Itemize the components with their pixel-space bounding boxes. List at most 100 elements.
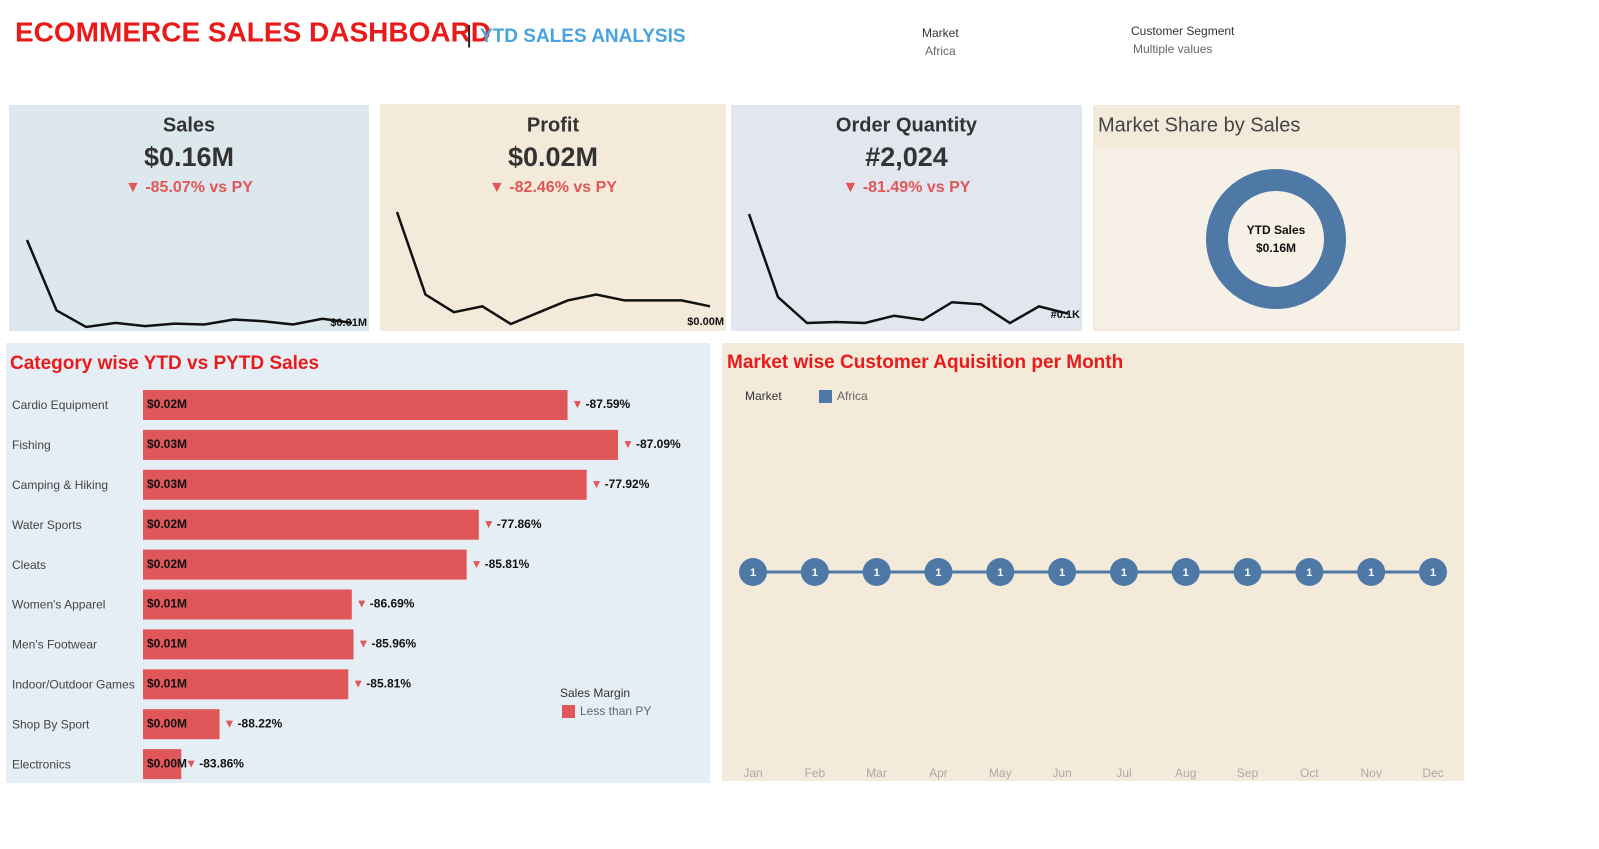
kpi-value: $0.16M bbox=[144, 142, 234, 172]
subtitle: YTD SALES ANALYSIS bbox=[480, 26, 686, 47]
point bbox=[862, 558, 891, 586]
point bbox=[1048, 558, 1077, 586]
x-tick-label: May bbox=[989, 766, 1012, 780]
title: ECOMMERCE SALES DASHBOARD bbox=[15, 16, 491, 47]
bar bbox=[143, 509, 479, 540]
orders-card bbox=[731, 105, 1082, 331]
x-tick-label: Jul bbox=[1116, 766, 1131, 780]
filter-value[interactable]: Africa bbox=[925, 44, 956, 58]
legend-swatch bbox=[562, 705, 575, 718]
bar-value-label: $0.02M bbox=[147, 557, 187, 571]
point bbox=[1419, 558, 1447, 586]
bar bbox=[143, 429, 618, 460]
sparkline-end-label: $0.01M bbox=[330, 317, 367, 329]
category-label: Indoor/Outdoor Games bbox=[12, 677, 135, 691]
sparkline bbox=[25, 239, 353, 329]
bar-value-label: $0.01M bbox=[147, 637, 187, 651]
legend-swatch bbox=[819, 390, 832, 403]
x-tick-label: Aug bbox=[1175, 766, 1196, 780]
legend-title: Market bbox=[745, 389, 782, 403]
bar-value-label: $0.02M bbox=[147, 517, 187, 531]
point-label: 1 bbox=[1244, 567, 1250, 579]
x-tick-label: Apr bbox=[929, 766, 948, 780]
down-arrow: ▼ bbox=[591, 477, 603, 491]
filter-label: Market bbox=[922, 26, 959, 40]
chart-title: Category wise YTD vs PYTD Sales bbox=[10, 353, 319, 374]
legend-label: Africa bbox=[837, 389, 868, 403]
change-label: -77.92% bbox=[605, 477, 650, 491]
bar bbox=[143, 390, 568, 420]
down-arrow: ▼ bbox=[572, 397, 584, 411]
x-tick-label: Feb bbox=[804, 766, 825, 780]
kpi-change: ▼ -81.49% vs PY bbox=[843, 179, 971, 196]
kpi-title: Sales bbox=[163, 114, 215, 136]
bar-value-label: $0.00M bbox=[147, 756, 187, 770]
point bbox=[1357, 558, 1386, 586]
bar-value-label: $0.03M bbox=[147, 477, 187, 491]
point-label: 1 bbox=[1059, 567, 1065, 579]
point bbox=[924, 558, 953, 586]
category-label: Women's Apparel bbox=[12, 598, 105, 612]
x-tick-label: Sep bbox=[1237, 766, 1259, 780]
sparkline-end-label: $0.00M bbox=[687, 316, 724, 328]
bar bbox=[143, 709, 220, 740]
change-label: -88.22% bbox=[238, 716, 283, 730]
x-tick-label: Jun bbox=[1052, 766, 1071, 780]
point bbox=[739, 558, 767, 586]
change-label: -77.86% bbox=[497, 517, 542, 531]
point bbox=[1171, 558, 1200, 586]
point bbox=[1233, 558, 1262, 586]
change-label: -85.96% bbox=[372, 637, 417, 651]
down-arrow: ▼ bbox=[622, 437, 634, 451]
x-tick-label: Jan bbox=[743, 766, 762, 780]
bar bbox=[143, 749, 182, 780]
bar bbox=[143, 629, 354, 660]
point bbox=[800, 558, 829, 586]
filter-label: Customer Segment bbox=[1131, 24, 1235, 38]
point-label: 1 bbox=[1306, 567, 1312, 579]
category-label: Camping & Hiking bbox=[12, 478, 108, 492]
divider: | bbox=[466, 21, 472, 48]
point-label: 1 bbox=[750, 567, 756, 579]
filter-value[interactable]: Multiple values bbox=[1133, 42, 1212, 56]
x-tick-label: Oct bbox=[1300, 766, 1319, 780]
down-arrow: ▼ bbox=[483, 517, 495, 531]
category-label: Cleats bbox=[12, 558, 46, 572]
change-label: -87.09% bbox=[636, 437, 681, 451]
change-label: -85.81% bbox=[485, 557, 530, 571]
kpi-change: ▼ -85.07% vs PY bbox=[125, 179, 253, 196]
down-arrow: ▼ bbox=[352, 676, 364, 690]
donut-ring bbox=[1206, 169, 1346, 309]
bar bbox=[143, 669, 349, 700]
bar-value-label: $0.01M bbox=[147, 676, 187, 690]
point-label: 1 bbox=[874, 567, 880, 579]
legend-title: Sales Margin bbox=[560, 686, 630, 700]
change-label: -85.81% bbox=[366, 676, 411, 690]
down-arrow: ▼ bbox=[471, 557, 483, 571]
bar bbox=[143, 589, 352, 620]
sparkline-end-label: #0.1K bbox=[1051, 309, 1080, 321]
market-panel bbox=[722, 343, 1464, 781]
category-label: Water Sports bbox=[12, 518, 82, 532]
x-tick-label: Dec bbox=[1422, 766, 1443, 780]
chart-title: Market Share by Sales bbox=[1098, 114, 1300, 136]
x-tick-label: Nov bbox=[1361, 766, 1382, 780]
donut-value-label: $0.16M bbox=[1256, 241, 1296, 255]
point-label: 1 bbox=[1183, 567, 1189, 579]
kpi-value: $0.02M bbox=[508, 142, 598, 172]
category-label: Electronics bbox=[12, 757, 71, 771]
point-label: 1 bbox=[997, 567, 1003, 579]
point-label: 1 bbox=[1121, 567, 1127, 579]
category-label: Men's Footwear bbox=[12, 638, 97, 652]
down-arrow: ▼ bbox=[224, 716, 236, 730]
category-label: Cardio Equipment bbox=[12, 398, 109, 412]
donut-center-label: YTD Sales bbox=[1247, 223, 1306, 237]
change-label: -86.69% bbox=[370, 597, 415, 611]
bar-value-label: $0.01M bbox=[147, 597, 187, 611]
bar bbox=[143, 549, 467, 580]
x-tick-label: Mar bbox=[866, 766, 887, 780]
kpi-value: #2,024 bbox=[865, 142, 948, 172]
profit-card bbox=[380, 104, 726, 331]
legend-label: Less than PY bbox=[580, 704, 651, 718]
category-label: Shop By Sport bbox=[12, 717, 90, 731]
